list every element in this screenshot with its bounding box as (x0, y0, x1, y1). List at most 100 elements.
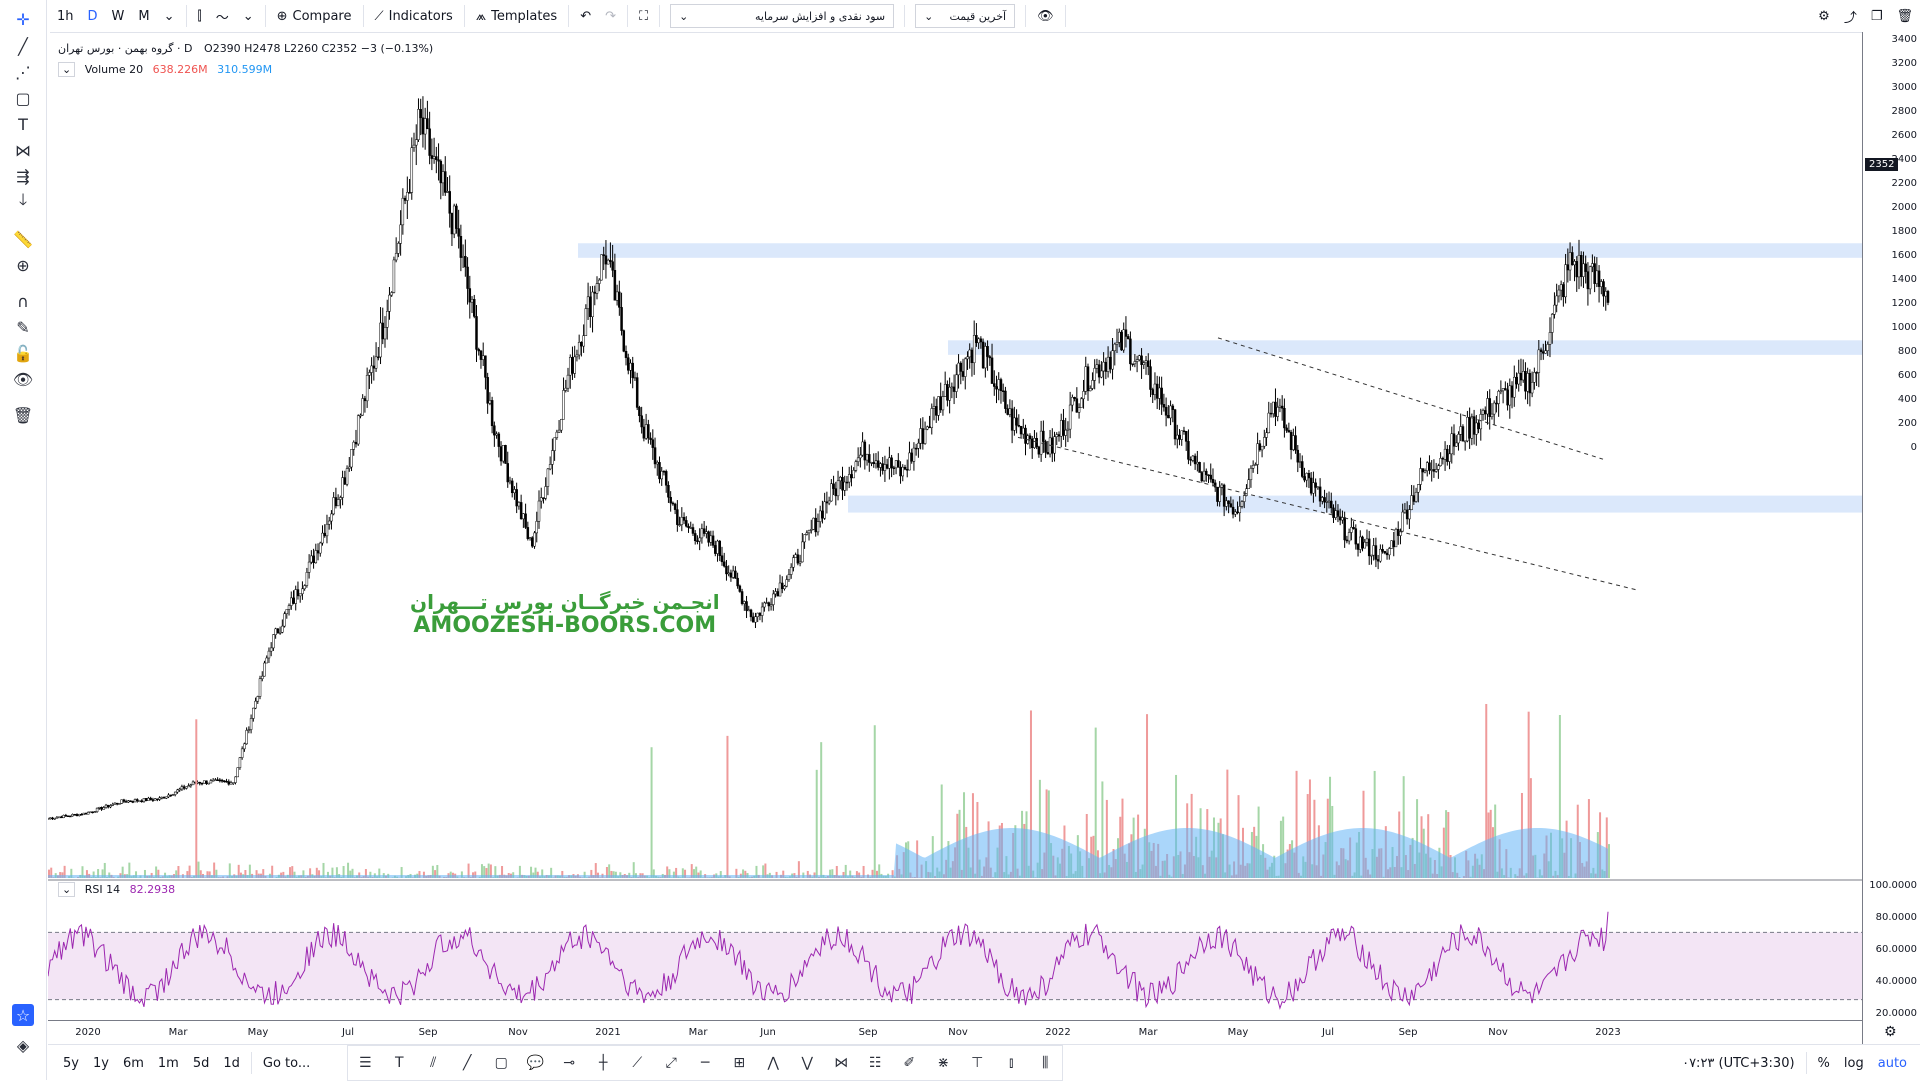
candle-body (112, 804, 114, 805)
cross-line-icon[interactable]: ┼ (586, 1046, 620, 1080)
trash-icon[interactable]: 🗑 (1889, 0, 1920, 32)
candle-body (478, 349, 480, 351)
collapse-icon[interactable]: ⌄ (58, 882, 75, 897)
range-5d[interactable]: 5d (186, 1056, 217, 1071)
range-6m[interactable]: 6m (116, 1056, 151, 1071)
chevron-down-icon[interactable]: ⌄ (236, 0, 261, 32)
candle-body (1203, 471, 1205, 481)
chart-canvas[interactable] (48, 32, 1862, 1020)
crosshair-icon[interactable]: ✛ (12, 8, 34, 30)
candle-body (1386, 553, 1388, 555)
trash-icon[interactable]: 🗑 (12, 404, 34, 426)
fib-retracement-icon[interactable]: ☷ (858, 1046, 892, 1080)
candle-body (1252, 465, 1254, 468)
range-1m[interactable]: 1m (151, 1056, 186, 1071)
line-type-icon[interactable]: 〜 (209, 0, 236, 32)
eye-icon[interactable]: 👁 (1030, 0, 1061, 32)
text-icon[interactable]: T (382, 1046, 416, 1080)
ray-icon[interactable]: ⟋ (620, 1046, 654, 1080)
percent-toggle[interactable]: % (1811, 1056, 1837, 1071)
brush-icon[interactable]: ✐ (892, 1046, 926, 1080)
date-range-icon[interactable]: ⊤ (960, 1046, 994, 1080)
collapse-icon[interactable]: ⌄ (58, 62, 75, 77)
arrow-down-icon[interactable]: 🡓 (12, 191, 34, 213)
candle-body (616, 292, 618, 300)
candle-body (708, 532, 710, 543)
fib-icon[interactable]: ⋰ (12, 61, 34, 83)
prediction-icon[interactable]: ⇶ (12, 165, 34, 187)
candle-body (72, 814, 74, 816)
interval-d[interactable]: D (81, 0, 105, 32)
text-icon[interactable]: T (12, 113, 34, 135)
extended-line-icon[interactable]: ⤢ (654, 1046, 688, 1080)
interval-m[interactable]: M (131, 0, 156, 32)
goto-button[interactable]: Go to... (256, 1056, 317, 1071)
horizontal-ray-icon[interactable]: ⊸ (552, 1046, 586, 1080)
auto-toggle[interactable]: auto (1871, 1056, 1914, 1071)
eye-icon[interactable]: 👁 (12, 368, 34, 390)
price-type-select[interactable]: ⌄آخرین قیمت (915, 4, 1015, 28)
long-position-icon[interactable]: ⫼ (1028, 1046, 1062, 1080)
pattern-icon[interactable]: ⋈ (12, 139, 34, 161)
indicators-button[interactable]: ⟋Indicators (368, 0, 460, 32)
candle-body (1241, 502, 1243, 507)
plus-circle-icon: ⊕ (277, 9, 288, 24)
gear-icon[interactable]: ⚙ (1811, 0, 1837, 32)
candle-body (835, 489, 837, 496)
chevron-down-icon[interactable]: ⌄ (157, 0, 182, 32)
left-drawing-toolbar: ✛ ╱ ⋰ ▢ T ⋈ ⇶ 🡓 📏 ⊕ ∩ ✎ 🔓 👁 🗑 ☆ ◈ (0, 0, 47, 1080)
lock-icon[interactable]: 🔓 (12, 342, 34, 364)
candle-body (1341, 518, 1343, 521)
fullscreen-icon[interactable]: ⛶ (632, 0, 655, 32)
rectangle-icon[interactable]: ▢ (484, 1046, 518, 1080)
dividend-select[interactable]: ⌄سود نقدی و افزایش سرمایه (670, 4, 894, 28)
candle-body (893, 468, 895, 469)
gear-icon[interactable]: ⚙ (1884, 1024, 1897, 1040)
candle-body (547, 469, 549, 487)
candle-body (960, 363, 962, 371)
elliott-123-icon[interactable]: ⋀ (756, 1046, 790, 1080)
share-icon[interactable]: ⤴ (1837, 0, 1864, 32)
candle-body (217, 780, 219, 781)
channel-icon[interactable]: ⫽ (416, 1046, 450, 1080)
candle-body (1163, 404, 1165, 407)
candle-body (1607, 291, 1609, 302)
callout-icon[interactable]: 💬 (518, 1046, 552, 1080)
redo-icon[interactable]: ↷ (598, 0, 623, 32)
rectangle-icon[interactable]: ▢ (12, 87, 34, 109)
compare-button[interactable]: ⊕Compare (270, 0, 359, 32)
grid-icon[interactable]: ⊞ (722, 1046, 756, 1080)
snapshot-icon[interactable]: ❐ (1864, 0, 1890, 32)
candle-body (1504, 388, 1506, 389)
candle-body (1067, 429, 1069, 430)
star-icon[interactable]: ☆ (12, 1004, 34, 1026)
candles-icon[interactable]: ⫿ (191, 0, 209, 32)
templates-button[interactable]: ⩕Templates (469, 0, 564, 32)
interval-1h[interactable]: 1h (50, 0, 81, 32)
candle-body (1370, 555, 1372, 556)
price-range-icon[interactable]: ⫾ (994, 1046, 1028, 1080)
horizontal-line-icon[interactable]: ─ (688, 1046, 722, 1080)
layers-icon[interactable]: ◈ (12, 1034, 34, 1056)
magnet-icon[interactable]: ∩ (12, 290, 34, 312)
ace-pattern-icon[interactable]: ⋈ (824, 1046, 858, 1080)
horizontal-lines-icon[interactable]: ☰ (348, 1046, 382, 1080)
range-1y[interactable]: 1y (86, 1056, 116, 1071)
pencil-lock-icon[interactable]: ✎ (12, 316, 34, 338)
xabcd-icon[interactable]: ⋇ (926, 1046, 960, 1080)
trend-line-icon[interactable]: ╱ (12, 35, 34, 57)
log-toggle[interactable]: log (1837, 1056, 1871, 1071)
undo-icon[interactable]: ↶ (573, 0, 598, 32)
candle-body (703, 529, 705, 534)
ruler-icon[interactable]: 📏 (12, 228, 34, 250)
zoom-in-icon[interactable]: ⊕ (12, 254, 34, 276)
candle-body (1237, 512, 1239, 513)
line-icon[interactable]: ╱ (450, 1046, 484, 1080)
abc-pattern-icon[interactable]: ⋁ (790, 1046, 824, 1080)
range-1d[interactable]: 1d (216, 1056, 247, 1071)
range-5y[interactable]: 5y (56, 1056, 86, 1071)
interval-w[interactable]: W (105, 0, 132, 32)
clock[interactable]: ۰۷:۲۳ (UTC+3:30) (1675, 1056, 1801, 1071)
